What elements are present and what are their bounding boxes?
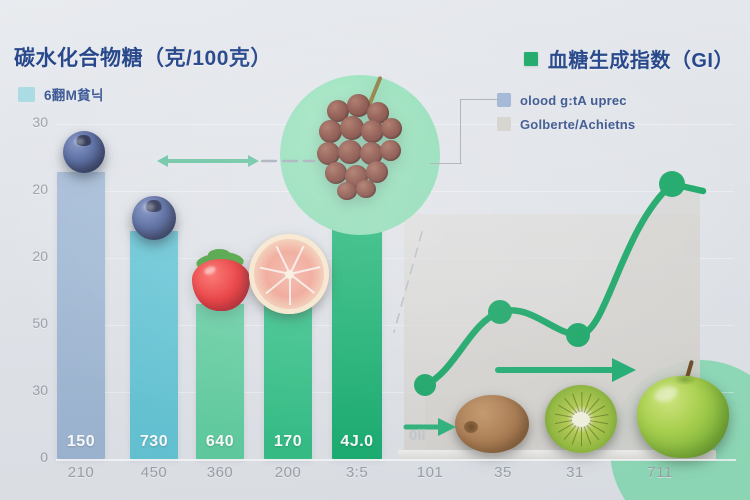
callout-swatch-1 (497, 93, 511, 107)
x-axis-tick: 450 (140, 464, 168, 481)
callout-label-2: Golberte/Achietns (520, 116, 636, 132)
kiwi-slice-icon (545, 385, 617, 453)
strawberry-icon (192, 247, 250, 311)
bar-3[interactable]: 640 (196, 304, 244, 459)
y-axis-tick: 30 (32, 382, 48, 398)
blueberry-icon-2 (132, 196, 176, 240)
x-axis-baseline (56, 459, 736, 461)
apple-dimple (673, 374, 696, 385)
x-axis-tick: 3:5 (345, 464, 369, 481)
gridline (56, 325, 734, 326)
y-axis-tick: 20 (32, 181, 48, 197)
line-point-marker[interactable] (566, 323, 590, 347)
y-axis-tick: 0 (40, 449, 48, 465)
legend-swatch-gi (523, 51, 538, 66)
callout-label-1: olood g:tA uprec (520, 92, 627, 108)
callout-legend[interactable]: olood g:tA uprec Golberte/Achietns (497, 88, 657, 136)
bar-value-label: 150 (66, 433, 96, 450)
page-title-right-label: 血糖生成指数（GI） (547, 50, 734, 72)
grapefruit-slice-icon (249, 234, 329, 314)
callout-swatch-2 (497, 117, 511, 131)
x-axis-tick: 31 (566, 464, 584, 481)
callout-leader-line (430, 163, 462, 164)
bar-value-label: 640 (205, 433, 235, 450)
range-double-arrow (157, 155, 259, 167)
strawberry-body (192, 259, 250, 311)
bar-1[interactable]: 150 (57, 172, 105, 459)
x-axis-tick: 101 (416, 464, 444, 481)
line-series-path (421, 180, 707, 389)
callout-legend-item[interactable]: Golberte/Achietns (497, 112, 657, 136)
x-axis-tick: 360 (206, 464, 234, 481)
faint-dashed-guide (393, 231, 423, 333)
page-title-left: 碳水化合物糖（克/100克） (14, 47, 272, 70)
x-axis-tick: 35 (494, 464, 512, 481)
green-apple-icon (637, 359, 729, 458)
kiwi-navel (464, 421, 478, 433)
trend-arrow-small (403, 418, 456, 436)
blackberry-icon (311, 75, 407, 200)
grapefruit-core (284, 269, 294, 279)
apple-body (637, 376, 729, 458)
line-area-fill (425, 184, 700, 455)
gridline (56, 392, 734, 393)
y-axis-tick: 30 (32, 114, 48, 130)
faint-annotation-text: 0ll (409, 427, 426, 444)
line-point-marker[interactable] (659, 171, 685, 197)
grapefruit-segment (289, 274, 291, 305)
blueberry-icon-1 (63, 131, 105, 173)
kiwi-whole-icon (455, 395, 529, 453)
callout-legend-item[interactable]: olood g:tA uprec (497, 88, 657, 112)
line-point-marker[interactable] (414, 374, 436, 396)
y-axis-tick: 20 (32, 248, 48, 264)
callout-leader-line (460, 100, 461, 164)
callout-leader-line (460, 99, 500, 100)
bar-value-label: 730 (139, 433, 169, 450)
page-title-right: 血糖生成指数（GI） (523, 44, 734, 73)
dash-continuation (260, 159, 316, 163)
line-point-marker[interactable] (488, 300, 512, 324)
bar-value-label: 4J.0 (340, 433, 374, 450)
kiwi-pith (572, 411, 590, 427)
y-axis-tick: 50 (32, 315, 48, 331)
legend-swatch-carbs (18, 86, 35, 102)
bar-value-label: 170 (273, 433, 303, 450)
trend-arrow-large (495, 358, 636, 382)
bar-2[interactable]: 730 (130, 231, 178, 459)
x-axis-tick: 200 (274, 464, 302, 481)
legend-left[interactable]: 6翻M貧닉 (18, 84, 104, 104)
gridline (56, 258, 734, 259)
legend-label-carbs: 6翻M貧닉 (44, 88, 104, 103)
bar-5[interactable]: 4J.0 (332, 199, 382, 459)
product-shelf (398, 450, 716, 460)
x-axis-tick: 711 (647, 464, 673, 481)
x-axis-tick: 210 (67, 464, 95, 481)
